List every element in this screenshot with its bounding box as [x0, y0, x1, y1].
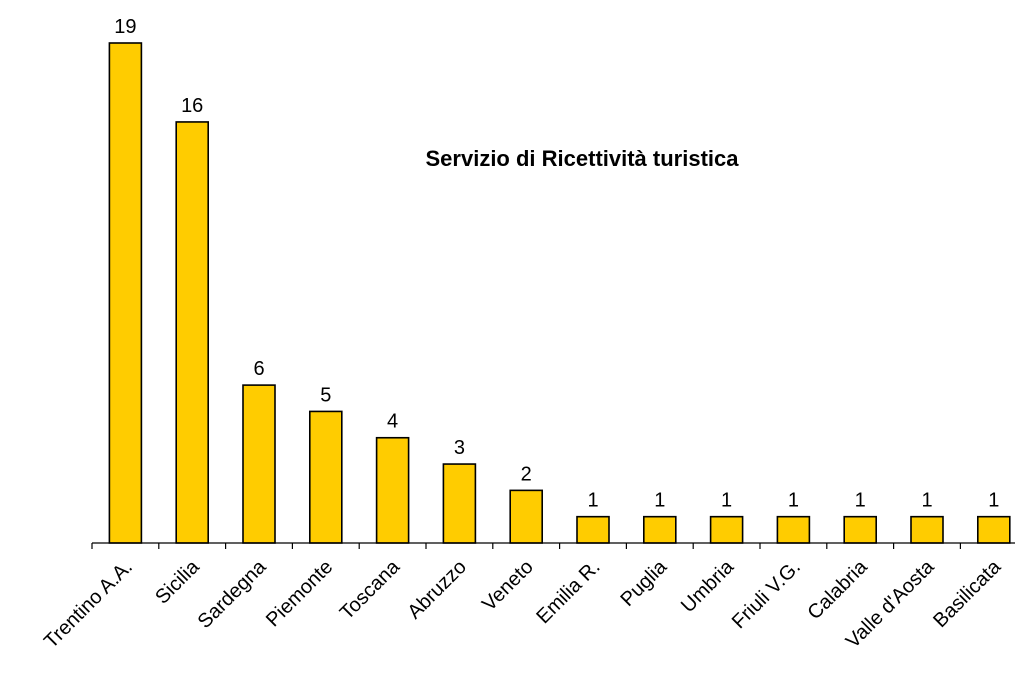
value-label: 16 — [181, 95, 203, 117]
bar-valle-d-aosta — [910, 515, 944, 544]
value-label: 4 — [387, 411, 398, 433]
value-label: 2 — [521, 463, 532, 485]
bar-piemonte — [308, 410, 343, 544]
value-label: 1 — [855, 490, 866, 512]
value-label: 1 — [921, 490, 932, 512]
value-label: 5 — [320, 384, 331, 406]
value-label: 1 — [988, 490, 999, 512]
category-label: Veneto — [478, 556, 538, 616]
bar-umbria — [709, 515, 744, 544]
chart-title: Servizio di Ricettività turistica — [426, 146, 740, 171]
category-label: Emilia R. — [532, 556, 604, 628]
bar-trentino-a-a — [108, 42, 143, 544]
bar-friuli-v-g — [776, 515, 811, 544]
category-label: Piemonte — [262, 556, 337, 631]
bar-sardegna — [242, 384, 276, 544]
category-label: Abruzzo — [403, 556, 470, 623]
bar-emilia-r — [576, 515, 610, 544]
x-axis: Trentino A.A. SiciliaSardegnaPiemonteTosc… — [40, 542, 1015, 653]
category-label: Sardegna — [194, 555, 272, 633]
value-label: 1 — [587, 490, 598, 512]
bar-abruzzo — [442, 463, 477, 544]
category-label: Basilicata — [929, 555, 1006, 632]
value-label: 6 — [253, 358, 264, 380]
bar-toscana — [375, 436, 410, 544]
value-label: 19 — [114, 16, 136, 38]
bar-puglia — [642, 515, 677, 544]
value-label: 3 — [454, 437, 465, 459]
category-label: Toscana — [336, 555, 405, 624]
category-label: Sicilia — [151, 555, 204, 608]
bar-calabria — [843, 515, 878, 544]
category-label: Trentino A.A. — [40, 556, 137, 653]
category-label: Friuli V.G. — [728, 556, 805, 633]
category-label: Calabria — [804, 555, 873, 624]
bar-veneto — [509, 489, 544, 544]
value-label: 1 — [721, 490, 732, 512]
category-label: Umbria — [677, 555, 739, 617]
bar-sicilia — [175, 121, 209, 544]
bar-basilicata — [976, 515, 1011, 544]
value-label: 1 — [654, 490, 665, 512]
value-label: 1 — [788, 490, 799, 512]
bars-group: 19 16 6 5 4 3 2 1 1 1 1 1 1 1 — [108, 16, 1011, 544]
category-label: Puglia — [616, 555, 671, 610]
